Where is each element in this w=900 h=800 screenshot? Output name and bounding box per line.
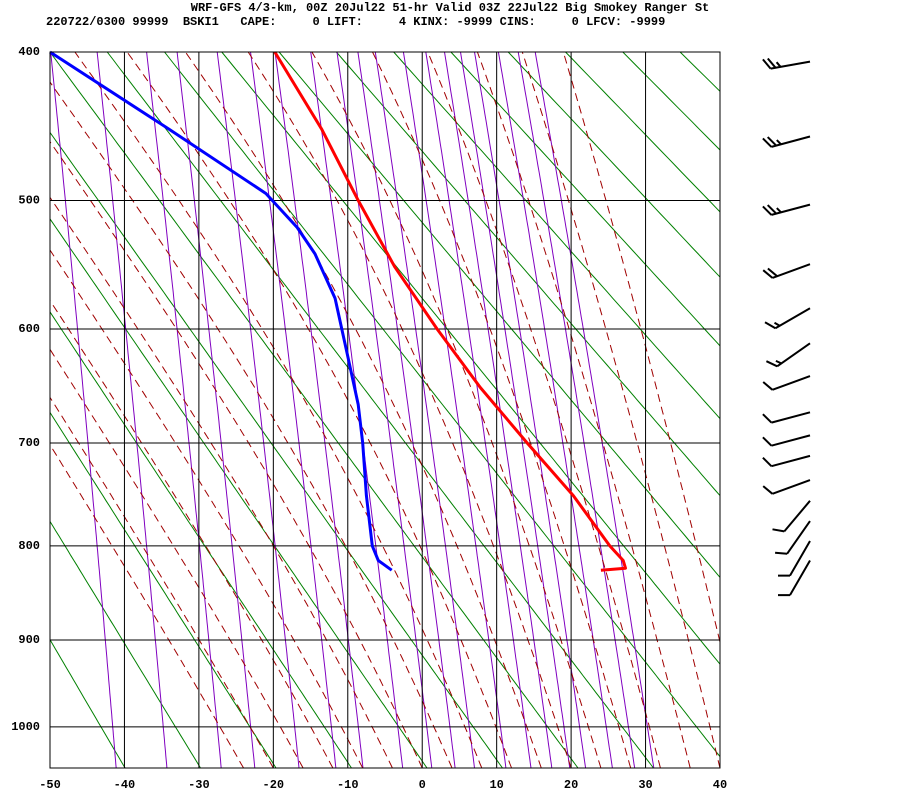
x-tick-label: 30 [638, 778, 652, 792]
reference-curve [460, 52, 571, 768]
x-tick-label: -20 [263, 778, 285, 792]
reference-curve [221, 52, 720, 665]
reference-curve [497, 52, 613, 768]
chart-title: WRF-GFS 4/3-km, 00Z 20Jul22 51-hr Valid … [191, 1, 709, 15]
reference-curve [517, 52, 636, 768]
reference-curve [50, 52, 579, 768]
reference-curve [50, 140, 423, 768]
reference-curve [374, 52, 475, 768]
reference-curve [450, 52, 720, 347]
reference-curve [96, 52, 168, 768]
x-tick-label: -50 [39, 778, 61, 792]
reference-curve [126, 52, 513, 768]
wind-barb [778, 559, 811, 597]
wind-barb [762, 411, 811, 424]
wind-barb [765, 342, 811, 368]
wind-barb [762, 434, 811, 447]
y-tick-label: 700 [18, 436, 40, 450]
reference-curve [336, 52, 720, 497]
reference-curve [534, 52, 655, 768]
reference-curve [311, 52, 602, 768]
wind-barb [762, 57, 811, 70]
reference-curve [216, 52, 300, 768]
reference-curve [50, 131, 503, 768]
y-tick-label: 400 [18, 45, 40, 59]
x-tick-label: 10 [489, 778, 503, 792]
reference-curve [336, 52, 433, 768]
reference-curve [507, 52, 720, 278]
plot-frame [49, 51, 721, 769]
reference-curve [425, 52, 532, 768]
reference-curve [50, 311, 352, 768]
profile-line [49, 50, 393, 572]
wind-barb [762, 263, 811, 279]
x-tick-label: 40 [713, 778, 727, 792]
reference-curve [50, 218, 428, 768]
reference-curve [50, 299, 334, 768]
reference-curve [50, 348, 304, 768]
reference-curve [50, 638, 126, 768]
chart-subtitle: 220722/0300 99999 BSKI1 CAPE: 0 LIFT: 4 … [46, 15, 665, 29]
y-tick-label: 500 [18, 194, 40, 208]
y-tick-label: 600 [18, 322, 40, 336]
x-tick-label: -10 [337, 778, 359, 792]
wind-barb [778, 540, 811, 577]
reference-curve [50, 396, 274, 768]
reference-curve [50, 443, 245, 768]
x-tick-label: -30 [188, 778, 210, 792]
wind-barb [762, 479, 811, 495]
reference-curve [274, 52, 364, 768]
wind-barb [764, 307, 811, 330]
reference-curve [310, 52, 404, 768]
reference-curve [106, 52, 654, 768]
x-tick-label: 20 [564, 778, 578, 792]
reference-curve [247, 52, 572, 768]
reference-curve [176, 52, 256, 768]
reference-curve [427, 52, 661, 768]
reference-curve [164, 52, 720, 758]
wind-barb [772, 500, 811, 533]
reference-curve [50, 81, 453, 768]
wind-barb [762, 454, 811, 468]
wind-barb [762, 135, 811, 148]
reference-curve [250, 52, 337, 768]
y-tick-label: 900 [18, 633, 40, 647]
reference-curve [184, 52, 542, 768]
reference-curve [393, 52, 720, 420]
reference-curve [372, 52, 632, 768]
reference-curve [562, 52, 720, 645]
reference-curve [50, 520, 201, 768]
wind-barb [775, 520, 811, 555]
reference-curve [444, 52, 553, 768]
x-tick-label: 0 [419, 778, 426, 792]
wind-barb [762, 375, 811, 391]
reference-curve [521, 52, 720, 768]
reference-curve [476, 52, 691, 768]
reference-curve [50, 249, 364, 768]
reference-curve [74, 52, 483, 768]
wind-barb [762, 203, 811, 216]
reference-curve [50, 411, 277, 768]
profile-line [273, 51, 627, 572]
y-tick-label: 1000 [11, 720, 40, 734]
reference-curve [402, 52, 507, 768]
x-tick-label: -40 [114, 778, 136, 792]
reference-curve [278, 52, 720, 579]
reference-lines [50, 52, 720, 768]
y-tick-label: 800 [18, 539, 40, 553]
reference-curve [50, 196, 393, 768]
reference-curve [50, 52, 117, 768]
